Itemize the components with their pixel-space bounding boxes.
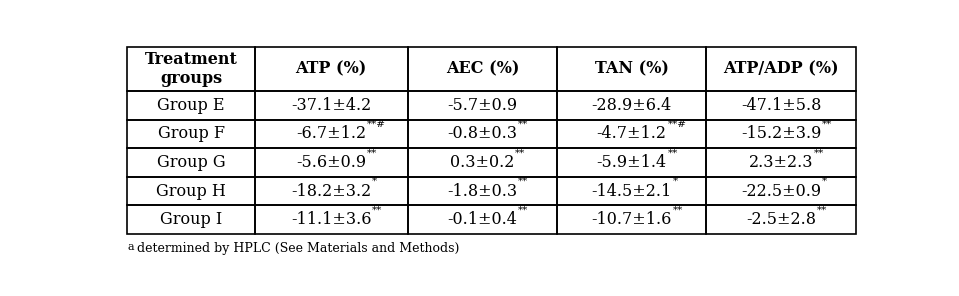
Text: **: ** [518, 120, 528, 129]
Text: Group I: Group I [160, 211, 222, 228]
Bar [255, 148, 408, 177]
Text: -2.5±2.8: -2.5±2.8 [746, 211, 816, 228]
Bar [255, 177, 408, 205]
Text: Group H: Group H [156, 183, 226, 200]
Text: **: ** [515, 148, 526, 157]
Text: **: ** [817, 205, 827, 214]
Text: Group F: Group F [157, 126, 224, 142]
Text: ATP/ADP (%): ATP/ADP (%) [723, 60, 839, 78]
Bar [557, 47, 707, 91]
Text: **: ** [367, 148, 377, 157]
Text: a: a [128, 242, 134, 252]
Text: **: ** [372, 205, 383, 214]
Text: **: ** [518, 177, 528, 186]
Text: -15.2±3.9: -15.2±3.9 [740, 126, 821, 142]
Text: TAN (%): TAN (%) [595, 60, 668, 78]
Bar [255, 120, 408, 148]
Bar [128, 205, 255, 234]
Text: Group G: Group G [156, 154, 225, 171]
Text: **: ** [667, 148, 678, 157]
Text: -5.6±0.9: -5.6±0.9 [296, 154, 366, 171]
Text: **: ** [672, 205, 683, 214]
Text: -37.1±4.2: -37.1±4.2 [292, 97, 371, 114]
Bar [557, 120, 707, 148]
Bar [408, 91, 557, 120]
Text: -1.8±0.3: -1.8±0.3 [447, 183, 518, 200]
Text: determined by HPLC (See Materials and Methods): determined by HPLC (See Materials and Me… [133, 242, 459, 255]
Text: -5.9±1.4: -5.9±1.4 [596, 154, 667, 171]
Bar [557, 148, 707, 177]
Bar [707, 120, 855, 148]
Text: *: * [372, 177, 377, 186]
Text: -0.8±0.3: -0.8±0.3 [448, 126, 518, 142]
Text: **: ** [822, 120, 832, 129]
Bar [255, 91, 408, 120]
Bar [255, 47, 408, 91]
Bar [557, 205, 707, 234]
Text: -47.1±5.8: -47.1±5.8 [740, 97, 821, 114]
Text: **: ** [518, 205, 528, 214]
Text: 0.3±0.2: 0.3±0.2 [450, 154, 515, 171]
Text: *: * [822, 177, 827, 186]
Bar [128, 120, 255, 148]
Text: ATP (%): ATP (%) [295, 60, 367, 78]
Bar [557, 177, 707, 205]
Bar [408, 177, 557, 205]
Bar [408, 205, 557, 234]
Bar [707, 148, 855, 177]
Text: -18.2±3.2: -18.2±3.2 [292, 183, 371, 200]
Text: -6.7±1.2: -6.7±1.2 [296, 126, 366, 142]
Bar [128, 47, 255, 91]
Text: AEC (%): AEC (%) [446, 60, 519, 78]
Text: -0.1±0.4: -0.1±0.4 [448, 211, 517, 228]
Text: -10.7±1.6: -10.7±1.6 [592, 211, 672, 228]
Text: -14.5±2.1: -14.5±2.1 [592, 183, 672, 200]
Text: **: ** [814, 148, 824, 157]
Text: *: * [672, 177, 678, 186]
Text: 2.3±2.3: 2.3±2.3 [749, 154, 813, 171]
Text: **#: **# [667, 120, 687, 129]
Text: -11.1±3.6: -11.1±3.6 [291, 211, 371, 228]
Bar [408, 47, 557, 91]
Text: **#: **# [367, 120, 386, 129]
Bar [408, 120, 557, 148]
Bar [707, 177, 855, 205]
Bar [557, 91, 707, 120]
Text: Treatment
groups: Treatment groups [145, 51, 238, 87]
Text: -22.5±0.9: -22.5±0.9 [741, 183, 821, 200]
Bar [128, 177, 255, 205]
Text: -5.7±0.9: -5.7±0.9 [447, 97, 518, 114]
Bar [128, 148, 255, 177]
Bar [707, 91, 855, 120]
Text: -28.9±6.4: -28.9±6.4 [592, 97, 672, 114]
Bar [128, 91, 255, 120]
Text: Group E: Group E [157, 97, 224, 114]
Bar [408, 148, 557, 177]
Text: -4.7±1.2: -4.7±1.2 [596, 126, 667, 142]
Bar [707, 47, 855, 91]
Bar [707, 205, 855, 234]
Bar [255, 205, 408, 234]
